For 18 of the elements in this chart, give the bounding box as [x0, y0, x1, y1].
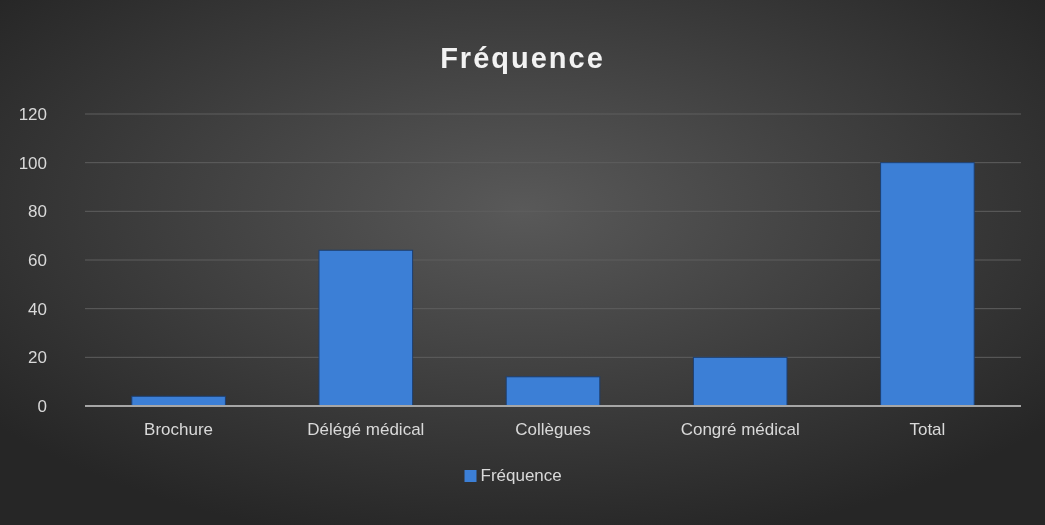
bar	[880, 162, 975, 407]
y-tick-label: 120	[18, 104, 47, 124]
y-tick-label: 100	[18, 153, 47, 173]
x-tick-label: Délégé médical	[307, 420, 425, 439]
x-tick-label: Total	[909, 420, 946, 439]
x-tick-label: Collègues	[515, 420, 591, 439]
x-tick-label: Brochure	[144, 420, 214, 439]
bar	[505, 376, 601, 407]
y-tick-label: 60	[28, 250, 47, 270]
bar	[692, 356, 788, 407]
chart-title: Fréquence	[440, 42, 605, 74]
y-tick-label: 80	[28, 202, 47, 222]
x-tick-label: Congré médical	[680, 420, 800, 439]
y-tick-label: 0	[37, 396, 47, 416]
text: Fréquence	[480, 465, 562, 485]
y-tick-label: 40	[28, 299, 47, 319]
y-tick-label: 20	[28, 348, 47, 368]
bar	[318, 249, 414, 407]
